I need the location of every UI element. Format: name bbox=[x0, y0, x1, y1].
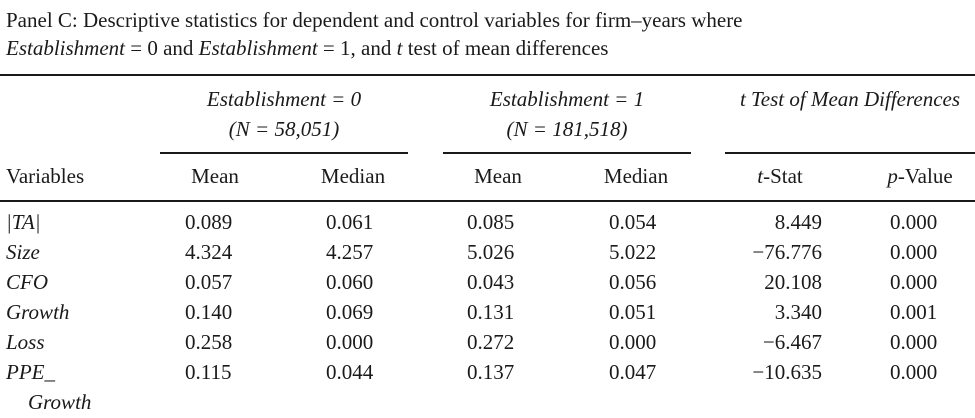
caption-t: t bbox=[396, 36, 403, 60]
col-header-tstat: t-Stat bbox=[757, 164, 803, 188]
caption-line-2: Establishment = 0 and Establishment = 1,… bbox=[6, 34, 966, 62]
cell-median-1: 0.000 bbox=[609, 330, 657, 354]
group-rule-ttest bbox=[725, 152, 975, 154]
cell-median-1: 0.051 bbox=[609, 300, 657, 324]
caption-eq-b: = 1, and bbox=[317, 36, 397, 60]
cell-median-0: 0.060 bbox=[326, 270, 374, 294]
cell-mean-1: 0.085 bbox=[467, 210, 515, 234]
cell-mean-1: 0.137 bbox=[467, 360, 515, 384]
cell-mean-0: 0.115 bbox=[185, 360, 232, 384]
cell-median-1: 5.022 bbox=[609, 240, 657, 264]
cell-median-1: 0.054 bbox=[609, 210, 657, 234]
row-label: CFO bbox=[6, 270, 48, 294]
cell-median-0: 4.257 bbox=[326, 240, 374, 264]
group-sub-establishment-1: (N = 181,518) bbox=[506, 117, 628, 141]
group-header-establishment-1: Establishment = 1 bbox=[489, 87, 645, 111]
cell-median-0: 0.069 bbox=[326, 300, 374, 324]
col-header-variables: Variables bbox=[6, 164, 85, 188]
table-caption: Panel C: Descriptive statistics for depe… bbox=[6, 6, 966, 62]
col-header-mean-0: Mean bbox=[191, 164, 239, 188]
cell-mean-0: 4.324 bbox=[185, 240, 233, 264]
cell-pvalue: 0.001 bbox=[890, 300, 938, 324]
cell-mean-1: 0.043 bbox=[467, 270, 515, 294]
cell-tstat: 3.340 bbox=[774, 300, 822, 324]
col-header-mean-1: Mean bbox=[474, 164, 522, 188]
cell-mean-0: 0.057 bbox=[185, 270, 233, 294]
cell-tstat: −76.776 bbox=[752, 240, 822, 264]
cell-mean-1: 0.131 bbox=[467, 300, 515, 324]
caption-var-a: Establishment bbox=[6, 36, 125, 60]
group-header-establishment-0: Establishment = 0 bbox=[206, 87, 362, 111]
cell-mean-1: 5.026 bbox=[467, 240, 515, 264]
cell-median-0: 0.061 bbox=[326, 210, 374, 234]
cell-mean-1: 0.272 bbox=[467, 330, 515, 354]
col-header-median-0: Median bbox=[320, 164, 386, 188]
cell-median-1: 0.047 bbox=[609, 360, 657, 384]
cell-pvalue: 0.000 bbox=[890, 270, 938, 294]
cell-tstat: −10.635 bbox=[752, 360, 822, 384]
group-rule-establishment-1 bbox=[443, 152, 691, 154]
cell-median-0: 0.044 bbox=[326, 360, 374, 384]
cell-tstat: 8.449 bbox=[774, 210, 822, 234]
row-label: Growth bbox=[6, 300, 70, 324]
cell-tstat: 20.108 bbox=[764, 270, 822, 294]
cell-median-0: 0.000 bbox=[326, 330, 374, 354]
caption-eq-a: = 0 and bbox=[125, 36, 199, 60]
cell-pvalue: 0.000 bbox=[890, 210, 938, 234]
caption-rest: test of mean differences bbox=[402, 36, 609, 60]
row-label: |TA| bbox=[6, 210, 41, 234]
cell-tstat: −6.467 bbox=[762, 330, 822, 354]
row-label: PPE_ bbox=[6, 360, 55, 384]
col-header-median-1: Median bbox=[603, 164, 669, 188]
cell-pvalue: 0.000 bbox=[890, 360, 938, 384]
header-rule bbox=[0, 200, 975, 202]
cell-median-1: 0.056 bbox=[609, 270, 657, 294]
col-header-pvalue: p-Value bbox=[887, 164, 953, 188]
caption-line-1: Panel C: Descriptive statistics for depe… bbox=[6, 8, 743, 32]
top-rule bbox=[0, 74, 975, 76]
group-rule-establishment-0 bbox=[160, 152, 408, 154]
row-label: Loss bbox=[6, 330, 45, 354]
group-sub-establishment-0: (N = 58,051) bbox=[228, 117, 340, 141]
group-header-ttest: t Test of Mean Differences bbox=[739, 87, 961, 111]
cell-mean-0: 0.258 bbox=[185, 330, 233, 354]
row-label-continued: Growth bbox=[28, 390, 92, 414]
row-label: Size bbox=[6, 240, 40, 264]
caption-var-b: Establishment bbox=[198, 36, 318, 60]
cell-mean-0: 0.089 bbox=[185, 210, 233, 234]
cell-pvalue: 0.000 bbox=[890, 240, 938, 264]
cell-pvalue: 0.000 bbox=[890, 330, 938, 354]
cell-mean-0: 0.140 bbox=[185, 300, 233, 324]
